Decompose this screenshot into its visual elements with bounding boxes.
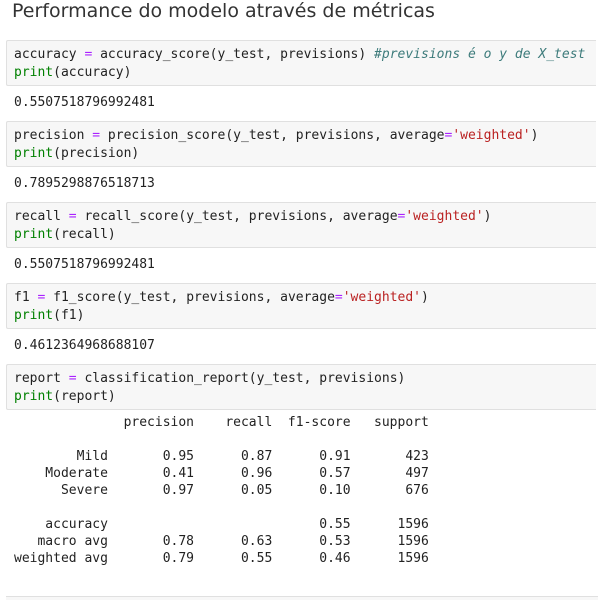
code-line: precision = precision_score(y_test, prev… (14, 128, 539, 143)
output-area: precision recall f1-score support Mild 0… (0, 410, 598, 567)
output-text: 0.5507518796992481 (14, 95, 155, 110)
code-line: print(accuracy) (14, 65, 132, 80)
code-token: = (68, 209, 77, 224)
code-token: print (14, 65, 54, 80)
code-line: print(report) (14, 389, 116, 404)
code-token: #previsions é o y de X_test (374, 47, 586, 62)
output-area: 0.5507518796992481 (0, 248, 598, 283)
code-token: = (397, 209, 406, 224)
code-cell[interactable]: recall = recall_score(y_test, previsions… (6, 202, 596, 248)
code-token: = (37, 290, 46, 305)
code-token: print (14, 227, 54, 242)
code-line: accuracy = accuracy_score(y_test, previs… (14, 47, 586, 62)
code-token: = (84, 47, 93, 62)
output-text: 0.7895298876518713 (14, 176, 155, 191)
code-token: 'weighted' (452, 128, 531, 143)
code-token: 'weighted' (405, 209, 484, 224)
code-line: report = classification_report(y_test, p… (14, 371, 406, 386)
code-token: = (444, 128, 453, 143)
next-cell[interactable] (6, 596, 598, 600)
output-text: precision recall f1-score support Mild 0… (14, 415, 429, 566)
code-line: recall = recall_score(y_test, previsions… (14, 209, 492, 224)
output-text: 0.4612364968688107 (14, 338, 155, 353)
code-token: print (14, 308, 54, 323)
code-line: f1 = f1_score(y_test, previsions, averag… (14, 290, 429, 305)
code-cell[interactable]: f1 = f1_score(y_test, previsions, averag… (6, 283, 596, 329)
output-area: 0.7895298876518713 (0, 167, 598, 202)
heading: Performance do modelo através de métrica… (12, 0, 435, 22)
output-area: 0.5507518796992481 (0, 86, 598, 121)
code-token: = (68, 371, 77, 386)
code-token: print (14, 389, 54, 404)
code-line: print(recall) (14, 227, 116, 242)
cells: accuracy = accuracy_score(y_test, previs… (0, 40, 598, 567)
output-text: 0.5507518796992481 (14, 257, 155, 272)
code-cell[interactable]: accuracy = accuracy_score(y_test, previs… (6, 40, 596, 86)
code-cell[interactable]: report = classification_report(y_test, p… (6, 364, 596, 410)
code-line: print(f1) (14, 308, 85, 323)
code-token: 'weighted' (342, 290, 422, 305)
code-line: print(precision) (14, 146, 140, 161)
output-area: 0.4612364968688107 (0, 329, 598, 364)
code-token: = (334, 290, 343, 305)
code-token: print (14, 146, 54, 161)
code-token: = (92, 128, 101, 143)
code-cell[interactable]: precision = precision_score(y_test, prev… (6, 121, 596, 167)
